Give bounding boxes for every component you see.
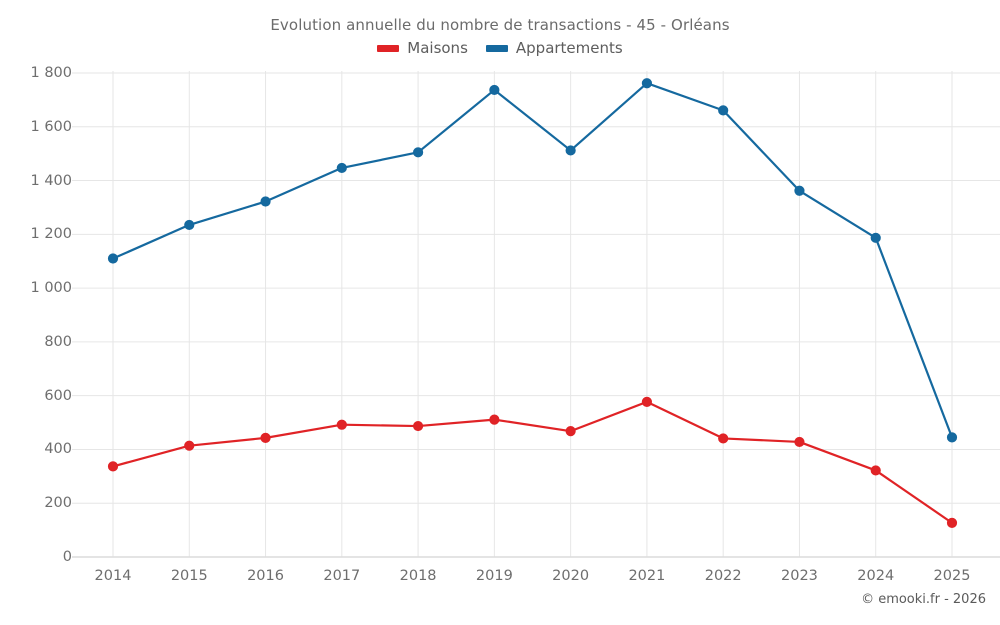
data-point-appartements-2014[interactable] (107, 253, 119, 264)
y-axis-tick-1400: 1 400 (30, 172, 72, 189)
data-point-maisons-2017[interactable] (336, 419, 347, 430)
data-point-appartements-2015[interactable] (184, 219, 195, 231)
data-point-maisons-2025[interactable] (946, 517, 958, 528)
y-axis-tick-labels: 0 200 400 600 800 1 000 1 200 1 400 1 600 1 800 (10, 0, 72, 625)
data-point-appartements-2025[interactable] (946, 432, 958, 443)
data-point-maisons-2019[interactable] (489, 414, 500, 425)
y-axis-tick-1200: 1 200 (30, 226, 72, 243)
y-axis-tick-400: 400 (44, 441, 72, 458)
chart-legend: Maisons Appartements (0, 41, 1000, 56)
x-axis-tick-2014: 2014 (94, 568, 132, 584)
data-point-appartements-2020[interactable] (565, 145, 576, 156)
y-axis-tick-800: 800 (44, 333, 72, 350)
credit-text: © emooki.fr - 2026 (861, 592, 986, 607)
chart-title: Evolution annuelle du nombre de transact… (270, 16, 730, 34)
data-point-appartements-2021[interactable] (641, 78, 653, 89)
y-axis-tick-600: 600 (44, 387, 72, 404)
data-point-appartements-2016[interactable] (260, 196, 271, 207)
data-point-appartements-2024[interactable] (870, 232, 881, 243)
y-axis-tick-1000: 1 000 (30, 280, 72, 297)
data-point-maisons-2021[interactable] (641, 396, 653, 407)
data-point-maisons-2015[interactable] (184, 440, 195, 451)
legend-label-appartements: Appartements (515, 39, 623, 57)
x-axis-tick-2023: 2023 (781, 568, 818, 584)
x-axis-tick-2018: 2018 (399, 568, 437, 584)
x-axis-tick-2019: 2019 (475, 568, 513, 584)
x-axis-tick-2021: 2021 (628, 568, 666, 584)
data-point-maisons-2023[interactable] (794, 436, 805, 448)
data-point-maisons-2016[interactable] (260, 432, 271, 443)
data-point-maisons-2020[interactable] (565, 426, 576, 437)
y-axis-tick-200: 200 (44, 495, 72, 512)
data-point-appartements-2018[interactable] (412, 147, 424, 158)
y-axis-tick-0: 0 (62, 549, 72, 565)
data-point-appartements-2019[interactable] (489, 84, 500, 96)
legend-swatch-maisons (377, 45, 400, 52)
data-point-appartements-2022[interactable] (718, 105, 729, 116)
x-axis-tick-2015: 2015 (170, 568, 208, 584)
data-point-maisons-2014[interactable] (107, 461, 119, 472)
legend-item-maisons[interactable]: Maisons (377, 41, 468, 56)
legend-item-appartements[interactable]: Appartements (485, 39, 623, 57)
x-axis-tick-2016: 2016 (247, 568, 284, 584)
series-line-appartements (111, 82, 954, 439)
x-axis-tick-2025: 2025 (933, 568, 971, 584)
y-axis-tick-1800: 1 800 (30, 65, 72, 81)
data-point-maisons-2018[interactable] (412, 420, 424, 432)
x-axis-tick-2022: 2022 (704, 568, 742, 584)
series-line-maisons (111, 400, 954, 524)
data-point-maisons-2024[interactable] (870, 465, 881, 476)
data-point-appartements-2023[interactable] (794, 185, 805, 196)
x-axis-tick-2017: 2017 (323, 568, 361, 584)
y-axis-tick-1600: 1 600 (30, 118, 72, 135)
data-point-appartements-2017[interactable] (336, 162, 347, 174)
legend-label-maisons: Maisons (407, 39, 468, 57)
x-axis-tick-2020: 2020 (552, 568, 590, 584)
legend-swatch-appartements (485, 45, 508, 52)
x-axis-tick-2024: 2024 (857, 568, 895, 584)
data-point-maisons-2022[interactable] (718, 433, 729, 444)
